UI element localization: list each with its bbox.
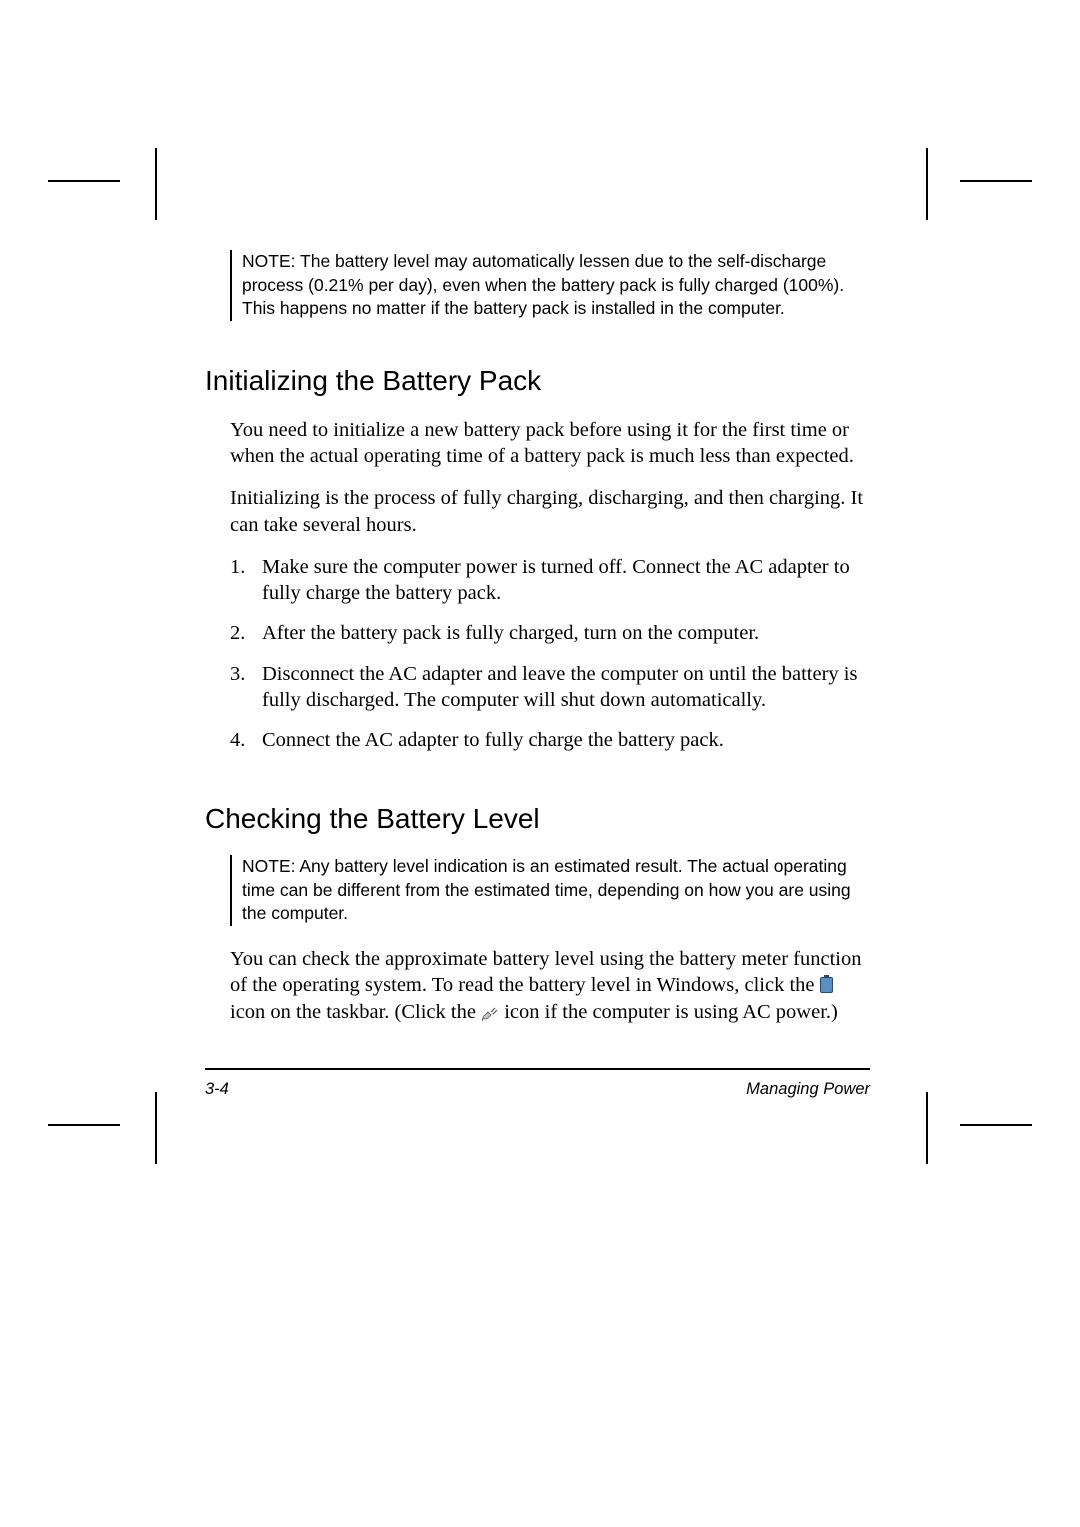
section-2-text-part-1: You can check the approximate battery le… — [230, 948, 862, 996]
plug-icon — [481, 1003, 499, 1021]
list-content: Connect the AC adapter to fully charge t… — [262, 727, 870, 753]
note-2-body: Any battery level indication is an estim… — [242, 856, 851, 923]
list-item-4: 4. Connect the AC adapter to fully charg… — [230, 727, 870, 753]
list-content: Make sure the computer power is turned o… — [262, 554, 870, 606]
list-number: 3. — [230, 661, 262, 713]
section-1-heading: Initializing the Battery Pack — [205, 365, 870, 397]
note-1-label: NOTE: — [242, 251, 295, 271]
crop-mark — [926, 1092, 928, 1164]
crop-mark — [48, 1124, 120, 1126]
list-number: 4. — [230, 727, 262, 753]
note-1-text: NOTE: The battery level may automaticall… — [242, 250, 870, 321]
note-2-label: NOTE: — [242, 856, 295, 876]
note-2-text: NOTE: Any battery level indication is an… — [242, 855, 870, 926]
crop-mark — [48, 180, 120, 182]
note-block-1: NOTE: The battery level may automaticall… — [230, 250, 870, 321]
list-item-2: 2. After the battery pack is fully charg… — [230, 620, 870, 646]
crop-mark — [960, 1124, 1032, 1126]
footer-page-number: 3-4 — [205, 1080, 229, 1099]
footer-chapter-title: Managing Power — [746, 1080, 870, 1099]
list-content: Disconnect the AC adapter and leave the … — [262, 661, 870, 713]
crop-mark — [960, 180, 1032, 182]
page-content: NOTE: The battery level may automaticall… — [205, 250, 870, 1041]
section-2-heading: Checking the Battery Level — [205, 803, 870, 835]
section-2-paragraph: You can check the approximate battery le… — [230, 946, 870, 1025]
crop-mark — [926, 148, 928, 220]
crop-mark — [155, 148, 157, 220]
crop-mark — [155, 1092, 157, 1164]
note-block-2: NOTE: Any battery level indication is an… — [230, 855, 870, 926]
section-2-text-part-3: icon if the computer is using AC power.) — [499, 1001, 838, 1023]
section-1-paragraph-1: You need to initialize a new battery pac… — [230, 417, 870, 469]
section-1-list: 1. Make sure the computer power is turne… — [230, 554, 870, 753]
list-item-1: 1. Make sure the computer power is turne… — [230, 554, 870, 606]
section-2-text-part-2: icon on the taskbar. (Click the — [230, 1001, 481, 1023]
note-1-body: The battery level may automatically less… — [242, 251, 844, 318]
list-number: 1. — [230, 554, 262, 606]
list-item-3: 3. Disconnect the AC adapter and leave t… — [230, 661, 870, 713]
list-number: 2. — [230, 620, 262, 646]
battery-icon — [820, 977, 833, 993]
section-1-paragraph-2: Initializing is the process of fully cha… — [230, 485, 870, 537]
page-footer: 3-4 Managing Power — [205, 1068, 870, 1099]
list-content: After the battery pack is fully charged,… — [262, 620, 870, 646]
